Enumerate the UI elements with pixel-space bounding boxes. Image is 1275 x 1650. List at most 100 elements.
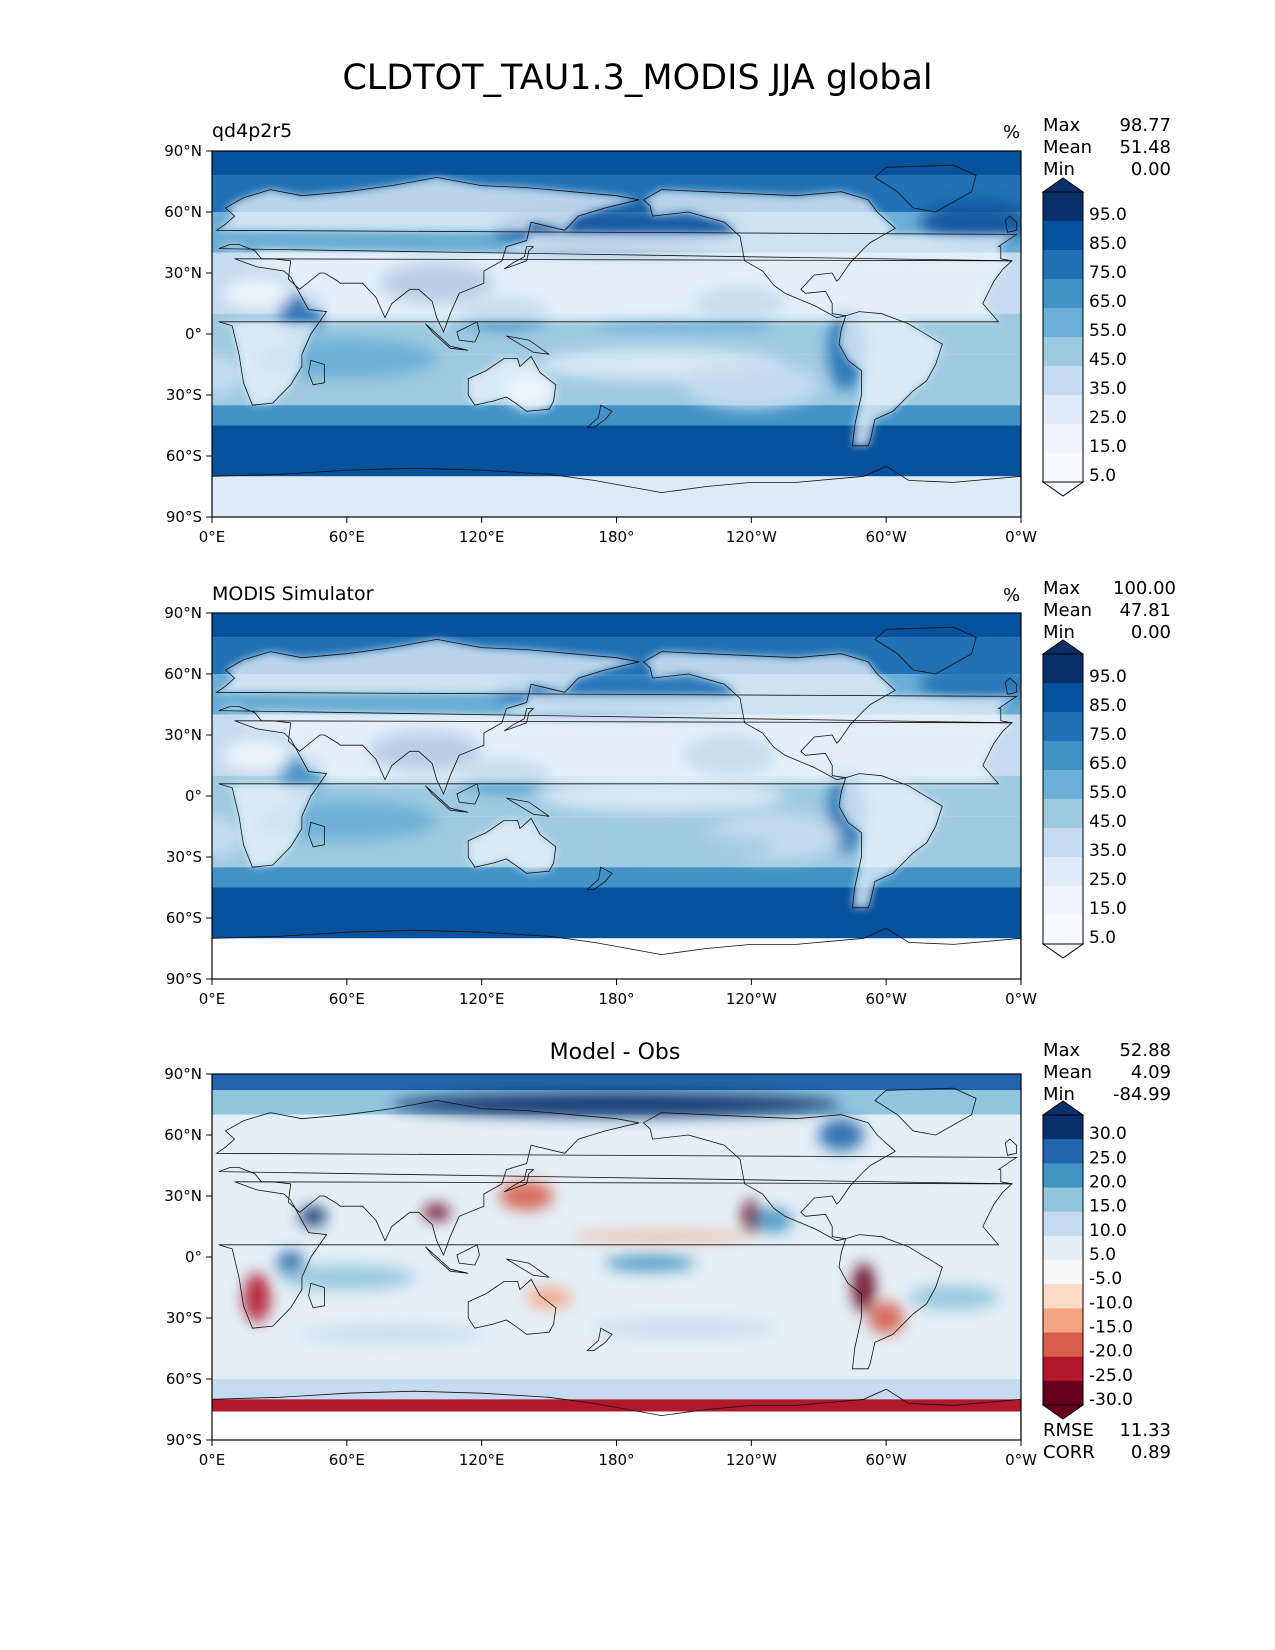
colorbar-swatch: [1043, 1115, 1083, 1140]
lat-tick-label: 90°N: [164, 1065, 202, 1083]
lat-tick-label: 30°S: [166, 1309, 202, 1327]
colorbar-extend-bottom: [1041, 943, 1085, 959]
lon-tick-label: 0°W: [1005, 990, 1037, 1008]
figure-title: CLDTOT_TAU1.3_MODIS JJA global: [342, 58, 933, 98]
colorbar-swatch: [1043, 192, 1083, 222]
colorbar-label: 25.0: [1089, 870, 1127, 890]
colorbar-2: 95.0 85.0 75.0 65.0 55.0 45.0 35.0 25.0 15.0 5.0: [1041, 639, 1127, 959]
lat-tick-label: 90°S: [166, 508, 202, 526]
colorbar-3: 30.0 25.0 20.0 15.0 10.0 5.0 -5.0 -10.0 -15.0 -20…: [1041, 1100, 1133, 1420]
panel-1-mean-label: Mean: [1043, 137, 1093, 158]
colorbar-extend-top: [1041, 1100, 1085, 1116]
colorbar-swatch: [1043, 1163, 1083, 1188]
colorbar-label: 85.0: [1089, 234, 1127, 254]
lat-tick-label: 90°S: [166, 1431, 202, 1449]
colorbar-label: 5.0: [1089, 928, 1116, 948]
panel-2-mean-label: Mean: [1043, 600, 1093, 621]
colorbar-swatch: [1043, 1308, 1083, 1333]
panel-3-rmse-value: 11.33: [1119, 1420, 1171, 1441]
colorbar-label: 85.0: [1089, 696, 1127, 716]
colorbar-frame: [1042, 191, 1084, 483]
colorbar-label: 45.0: [1089, 812, 1127, 832]
colorbar-label: 15.0: [1089, 899, 1127, 919]
colorbar-swatch: [1043, 1332, 1083, 1358]
lat-tick-label: 60°N: [164, 1126, 202, 1144]
panel-3-min-label: Min: [1043, 1084, 1075, 1105]
panel-2-max-value: 100.00: [1113, 578, 1176, 599]
colorbar-label: 75.0: [1089, 263, 1127, 283]
colorbar-swatch: [1043, 424, 1083, 454]
lat-tick-label: 60°S: [166, 447, 202, 465]
lat-tick-label: 30°S: [166, 848, 202, 866]
colorbar-label: 20.0: [1089, 1172, 1127, 1192]
panel-1-max-label: Max: [1043, 115, 1081, 136]
lat-tick-label: 0°: [185, 1248, 202, 1266]
lat-tick-label: 30°N: [164, 264, 202, 282]
colorbar-swatch: [1043, 712, 1083, 742]
lat-tick-label: 90°S: [166, 970, 202, 988]
panel-1-min-label: Min: [1043, 159, 1075, 180]
panel-2-mean-value: 47.81: [1119, 600, 1171, 621]
lon-tick-label: 0°W: [1005, 1451, 1037, 1469]
coastlines-3: [212, 1087, 1021, 1440]
lon-tick-label: 60°W: [865, 528, 907, 546]
colorbar-swatch: [1043, 741, 1083, 771]
colorbar-extend-top: [1041, 177, 1085, 193]
lon-tick-label: 120°W: [726, 1451, 777, 1469]
coastlines-2: [212, 626, 1021, 979]
colorbar-swatch: [1043, 1380, 1083, 1406]
colorbar-swatch: [1043, 683, 1083, 713]
colorbar-swatch: [1043, 1187, 1083, 1213]
panel-3-max-value: 52.88: [1119, 1040, 1171, 1061]
lon-tick-label: 0°E: [199, 1451, 226, 1469]
colorbar-swatch: [1043, 221, 1083, 251]
lon-tick-label: 180°: [598, 528, 634, 546]
panel-1-unit: %: [1003, 122, 1021, 143]
panel-2-unit: %: [1003, 585, 1021, 606]
lon-tick-label: 0°E: [199, 528, 226, 546]
panel-3-rmse-label: RMSE: [1043, 1420, 1094, 1441]
panel-3-max-label: Max: [1043, 1040, 1081, 1061]
panel-3-corr-label: CORR: [1043, 1442, 1095, 1463]
colorbar-swatch: [1043, 453, 1083, 483]
colorbar-label: -10.0: [1089, 1293, 1133, 1313]
lon-tick-label: 120°E: [459, 1451, 505, 1469]
colorbar-swatch: [1043, 337, 1083, 367]
colorbar-label: 25.0: [1089, 408, 1127, 428]
colorbar-swatch: [1043, 828, 1083, 858]
map-field-1: [212, 151, 1021, 517]
panel-2-min-value: 0.00: [1130, 622, 1171, 643]
lat-tick-label: 60°N: [164, 203, 202, 221]
colorbar-swatch: [1043, 366, 1083, 396]
lon-tick-label: 120°E: [459, 990, 505, 1008]
colorbar-swatch: [1043, 857, 1083, 887]
colorbar-label: 55.0: [1089, 321, 1127, 341]
panel-1-title: qd4p2r5: [212, 120, 293, 142]
colorbar-swatch: [1043, 308, 1083, 338]
colorbar-label: 65.0: [1089, 754, 1127, 774]
colorbar-label: 55.0: [1089, 783, 1127, 803]
panel-3-corr-value: 0.89: [1130, 1442, 1171, 1463]
colorbar-label: 5.0: [1089, 1245, 1116, 1265]
colorbar-label: 65.0: [1089, 292, 1127, 312]
lon-tick-label: 120°E: [459, 528, 505, 546]
colorbar-label: 35.0: [1089, 841, 1127, 861]
panel-1-min-value: 0.00: [1130, 159, 1171, 180]
colorbar-swatch: [1043, 250, 1083, 280]
colorbar-swatch: [1043, 915, 1083, 945]
lat-tick-label: 60°S: [166, 909, 202, 927]
lon-tick-label: 60°E: [329, 528, 365, 546]
colorbar-swatch: [1043, 1356, 1083, 1382]
lat-tick-label: 0°: [185, 325, 202, 343]
colorbar-label: 10.0: [1089, 1221, 1127, 1241]
colorbar-swatch: [1043, 1235, 1083, 1261]
coastlines-1: [212, 164, 1021, 517]
map-panel-1: 90°N 60°N 30°N 0° 30°S 60°S 90°S 0°E 60°E 120°E 18…: [164, 142, 1037, 546]
lon-tick-label: 120°W: [726, 990, 777, 1008]
panel-3-skill-stats: RMSE 11.33 CORR 0.89: [1043, 1420, 1171, 1464]
colorbar-label: 45.0: [1089, 350, 1127, 370]
panel-3-mean-label: Mean: [1043, 1062, 1093, 1083]
lat-tick-label: 30°S: [166, 386, 202, 404]
lat-tick-label: 90°N: [164, 604, 202, 622]
colorbar-label: 5.0: [1089, 466, 1116, 486]
